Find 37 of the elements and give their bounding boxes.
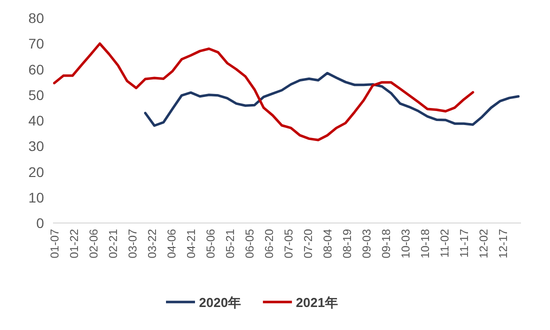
x-tick-label: 11-17 (458, 229, 471, 258)
x-tick-label: 09-03 (361, 229, 374, 258)
x-tick-label: 04-06 (166, 229, 178, 258)
x-tick-label: 10-18 (420, 229, 432, 258)
x-tick-label: 07-20 (302, 229, 315, 258)
x-tick-label: 03-22 (146, 229, 159, 258)
y-tick-label: 40 (28, 112, 44, 128)
line-series (53, 42, 474, 142)
x-tick-label: 07-05 (283, 229, 296, 258)
x-tick-label: 06-05 (244, 229, 256, 258)
x-tick-label: 11-02 (439, 229, 452, 258)
x-tick-label: 05-21 (224, 229, 237, 258)
y-tick-label: 10 (28, 189, 44, 206)
x-tick-label: 08-04 (322, 228, 334, 258)
x-tick-label: 08-19 (342, 229, 354, 258)
y-tick-label: 20 (28, 164, 44, 180)
x-tick-label: 06-20 (264, 229, 276, 258)
x-tick-label: 02-06 (88, 229, 100, 258)
x-tick-label: 12-17 (498, 229, 510, 258)
legend-label: 2021年 (296, 295, 338, 310)
line-series (144, 72, 520, 127)
x-tick-label: 04-21 (186, 229, 198, 258)
x-tick-label: 10-03 (400, 229, 412, 258)
y-tick-label: 50 (28, 86, 44, 103)
legend-label: 2020年 (199, 295, 241, 310)
y-tick-label: 30 (28, 138, 44, 154)
x-tick-label: 09-18 (380, 229, 393, 258)
x-tick-label: 05-06 (205, 229, 218, 258)
y-tick-label: 70 (28, 36, 44, 52)
y-tick-label: 80 (28, 10, 44, 26)
y-tick-label: 0 (36, 215, 44, 231)
x-tick-label: 01-07 (49, 229, 62, 258)
x-tick-label: 01-22 (68, 229, 81, 258)
x-tick-label: 03-07 (127, 229, 140, 258)
x-tick-label: 02-21 (108, 229, 120, 258)
y-tick-label: 60 (28, 61, 44, 78)
x-tick-label: 12-02 (478, 229, 490, 258)
